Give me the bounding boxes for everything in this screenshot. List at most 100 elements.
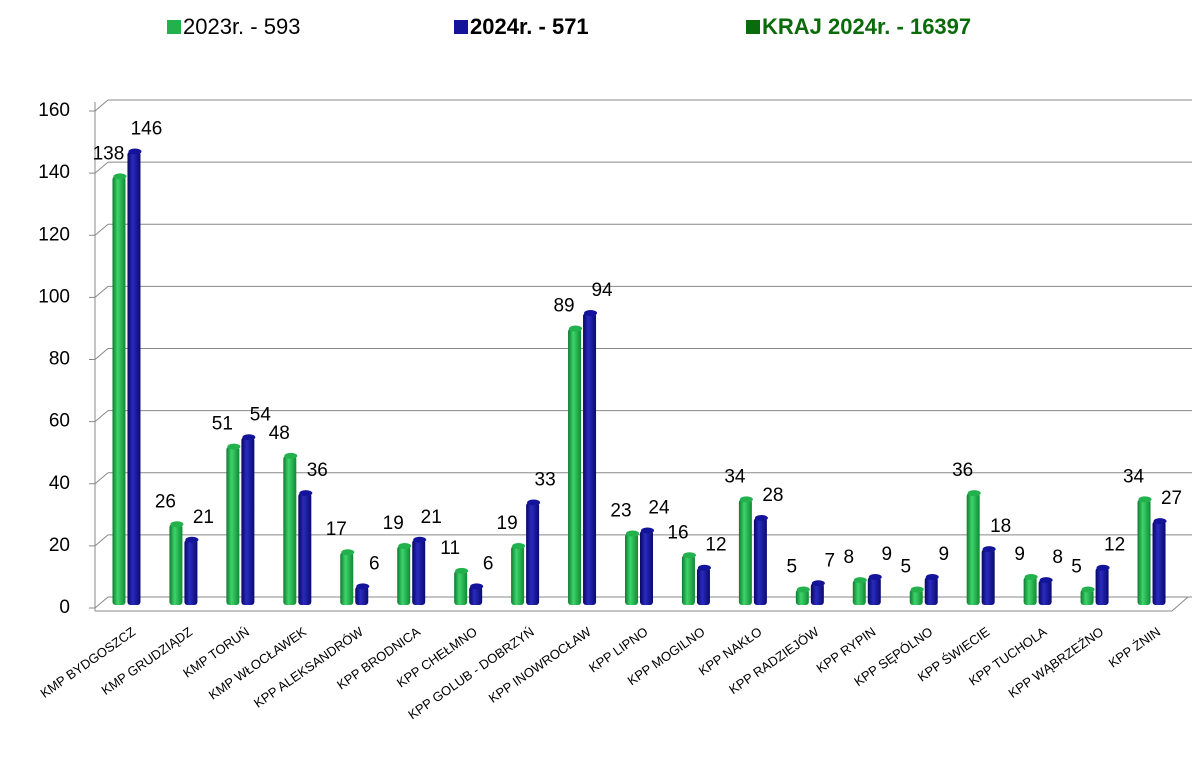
bar (753, 518, 767, 605)
data-label: 6 (369, 553, 380, 574)
grid-line (94, 99, 109, 112)
bar-cap (356, 583, 370, 590)
bar-cap (455, 567, 469, 574)
legend-swatch (746, 20, 760, 34)
grid-line (94, 223, 109, 236)
y-tick-label: 0 (59, 597, 70, 618)
grid-line (94, 534, 109, 547)
data-label: 9 (882, 544, 893, 565)
bar-cap (853, 577, 867, 584)
data-label: 27 (1161, 488, 1182, 509)
bar-cap (868, 574, 882, 581)
y-tick-label: 160 (38, 100, 70, 121)
x-tick-label: KPP ALEKSANDRÓW (251, 624, 367, 711)
data-label: 33 (535, 470, 556, 491)
bar (568, 328, 582, 605)
data-label: 21 (421, 507, 442, 528)
bar-cap (470, 583, 484, 590)
y-tick-label: 120 (38, 224, 70, 245)
data-label: 28 (762, 485, 783, 506)
data-label: 17 (326, 519, 347, 540)
bar (184, 539, 198, 605)
bar-cap (1024, 574, 1038, 581)
bar-cap (754, 515, 768, 522)
legend-label: KRAJ 2024r. - 16397 (762, 14, 971, 39)
bar (355, 586, 369, 605)
bar-cap (341, 549, 355, 556)
y-tick-label: 40 (49, 473, 70, 494)
bar-cap (413, 536, 427, 543)
data-label: 5 (787, 556, 798, 577)
bar-cap (982, 546, 996, 553)
bar-cap (1096, 564, 1110, 571)
bar (526, 502, 540, 605)
bar (169, 524, 183, 605)
bar (909, 589, 923, 605)
bar (112, 176, 126, 605)
bar-cap (682, 552, 696, 559)
bar (738, 499, 752, 605)
bar (1038, 580, 1052, 605)
data-label: 19 (383, 513, 404, 534)
data-label: 12 (705, 535, 726, 556)
data-label: 8 (1052, 547, 1063, 568)
bar (1152, 521, 1166, 605)
x-tick-label: KPP WĄBRZEŹNO (1006, 624, 1107, 701)
bar (511, 545, 525, 605)
data-label: 7 (825, 550, 836, 571)
data-label: 6 (483, 553, 494, 574)
data-label: 34 (724, 466, 746, 487)
y-tick-label: 20 (49, 535, 70, 556)
data-label: 26 (155, 491, 176, 512)
bar (640, 530, 653, 605)
bar-cap (967, 490, 981, 497)
data-label: 146 (131, 119, 163, 140)
bar-cap (569, 325, 583, 332)
data-label: 9 (938, 544, 949, 565)
bar-cap (1138, 496, 1152, 503)
bar-cap (811, 580, 825, 587)
bar-cap (113, 173, 127, 180)
bar (1095, 567, 1109, 605)
bar (681, 555, 695, 605)
floor-edge (1171, 596, 1189, 612)
y-tick-label: 80 (49, 349, 70, 370)
legend-label: 2023r. - 593 (183, 14, 300, 39)
bar (340, 552, 354, 605)
bar (625, 533, 638, 605)
grid-line (94, 348, 109, 360)
bar-cap (398, 542, 412, 549)
data-label: 23 (610, 501, 631, 522)
x-tick-label: KPP ŻNIN (1106, 624, 1164, 671)
bar-cap (796, 586, 810, 593)
data-label: 19 (497, 513, 518, 534)
bar-cap (170, 521, 184, 528)
bar (226, 446, 240, 605)
data-label: 5 (1071, 556, 1082, 577)
bar-cap (641, 527, 654, 534)
grid-line (94, 472, 109, 485)
data-label: 8 (844, 547, 855, 568)
data-label: 5 (900, 556, 911, 577)
bar-cap (284, 452, 298, 459)
y-tick-label: 140 (38, 162, 70, 183)
bar-cap (128, 148, 142, 155)
data-label: 138 (93, 143, 125, 164)
data-label: 21 (193, 507, 214, 528)
legend-swatch (454, 20, 468, 34)
bar (412, 539, 426, 605)
data-label: 36 (952, 460, 973, 481)
bar (981, 549, 995, 605)
data-label: 54 (250, 404, 272, 425)
bar-cap (1039, 577, 1053, 584)
bar (1137, 499, 1151, 605)
bar (867, 577, 881, 605)
data-label: 16 (667, 522, 688, 543)
bar (583, 313, 597, 605)
x-tick-label: KMP WŁOCŁAWEK (206, 624, 310, 703)
x-tick-label: KMP BYDGOSZCZ (37, 624, 138, 701)
data-label: 12 (1104, 535, 1125, 556)
data-label: 48 (269, 423, 290, 444)
bar-cap (299, 490, 313, 497)
bar (241, 437, 255, 605)
